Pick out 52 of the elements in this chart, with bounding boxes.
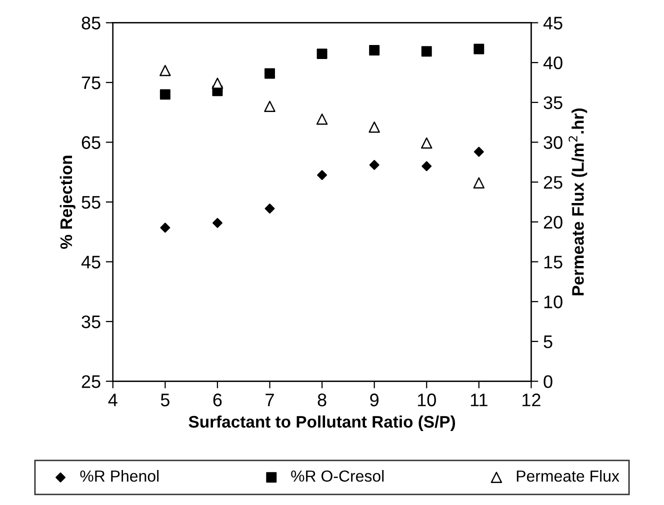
point	[316, 48, 328, 60]
point	[160, 64, 171, 76]
point	[160, 222, 170, 233]
legend-label: %R O-Cresol	[291, 470, 384, 482]
y-axis-title: % Rejection	[60, 156, 76, 249]
point	[264, 100, 276, 112]
point	[160, 89, 170, 100]
point	[264, 68, 275, 79]
point	[474, 44, 484, 54]
x-tick-label: 11	[470, 394, 488, 406]
point	[422, 161, 432, 172]
point	[421, 46, 432, 57]
y2-tick-label: 40	[543, 56, 562, 70]
y2-tick-label: 15	[544, 256, 562, 268]
y2-tick-label: 35	[544, 96, 562, 110]
y2-axis-title: Permeate Flux (L/m$^{2}$.hr)	[568, 108, 588, 296]
point	[317, 170, 328, 180]
y2-tick-label: 5	[544, 336, 552, 348]
point	[369, 44, 380, 56]
y-tick-label: 85	[82, 16, 100, 30]
x-tick-label: 9	[370, 394, 378, 406]
legend-label: %R Phenol	[80, 470, 159, 482]
y-tick-label: 25	[82, 375, 100, 388]
legend-label: Permeate Flux	[516, 470, 620, 482]
y-tick-label: 75	[82, 76, 100, 90]
point	[368, 121, 380, 133]
y-tick-label: 45	[81, 256, 100, 268]
y2-tick-label: 0	[544, 375, 552, 388]
x-tick-label: 7	[266, 394, 274, 406]
y-tick-label: 35	[82, 315, 100, 328]
y-tick-label: 55	[82, 196, 100, 209]
x-axis-title: Surfactant to Pollutant Ratio (S/P)	[188, 415, 456, 432]
y2-tick-label: 20	[544, 216, 562, 229]
point	[420, 137, 432, 149]
point	[369, 160, 380, 170]
y-tick-label: 65	[82, 136, 100, 149]
point	[212, 78, 224, 89]
x-tick-label: 5	[160, 394, 170, 406]
x-tick-label: 4	[108, 394, 118, 406]
x-tick-label: 12	[522, 394, 540, 406]
point	[212, 218, 222, 228]
point	[473, 177, 485, 189]
y2-tick-label: 30	[544, 136, 562, 149]
x-tick-label: 6	[213, 394, 222, 406]
x-tick-label: 10	[418, 394, 436, 406]
x-tick-label: 8	[318, 394, 326, 406]
point	[264, 204, 275, 214]
y2-tick-label: 25	[544, 176, 562, 189]
point	[316, 114, 328, 125]
y2-tick-label: 45	[543, 16, 562, 30]
y2-tick-label: 10	[544, 296, 562, 308]
point	[474, 146, 484, 157]
